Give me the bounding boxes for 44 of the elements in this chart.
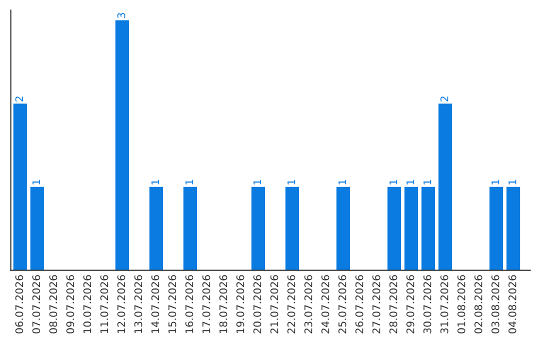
x-tick-label: 07.07.2026 xyxy=(32,275,40,334)
x-tick-label: 25.07.2026 xyxy=(338,275,346,334)
x-tick-label: 29.07.2026 xyxy=(406,275,414,334)
x-tick-label: 18.07.2026 xyxy=(219,275,228,333)
data-label: 1 xyxy=(151,180,160,184)
x-tick-label: 08.07.2026 xyxy=(49,275,58,334)
x-tick-label: 12.07.2026 xyxy=(117,275,126,333)
x-tick-label: 22.07.2026 xyxy=(287,275,296,334)
data-label: 1 xyxy=(424,180,432,184)
x-tick-label: 09.07.2026 xyxy=(66,275,74,334)
data-label: 3 xyxy=(117,13,126,18)
x-tick-label: 11.07.2026 xyxy=(100,275,108,333)
x-tick-label: 04.08.2026 xyxy=(508,275,516,334)
data-label: 1 xyxy=(338,180,346,184)
x-tick-label: 01.08.2026 xyxy=(457,275,466,334)
x-tick-label: 23.07.2026 xyxy=(304,275,312,334)
x-tick-label: 31.07.2026 xyxy=(440,275,448,334)
data-label: 1 xyxy=(406,180,414,184)
x-tick-label: 30.07.2026 xyxy=(423,275,432,334)
x-tick-label: 21.07.2026 xyxy=(270,275,278,334)
x-tick-label: 02.08.2026 xyxy=(474,275,482,334)
x-tick-label: 14.07.2026 xyxy=(151,275,160,333)
data-label: 1 xyxy=(32,180,40,184)
x-tick-label: 10.07.2026 xyxy=(83,275,92,333)
data-label: 1 xyxy=(185,180,194,184)
x-tick-label: 16.07.2026 xyxy=(185,275,194,333)
data-label: 1 xyxy=(253,180,262,184)
x-tick-label: 19.07.2026 xyxy=(236,275,244,333)
data-label: 1 xyxy=(288,180,296,184)
x-tick-label: 13.07.2026 xyxy=(134,275,142,333)
x-tick-label: 06.07.2026 xyxy=(15,275,24,334)
data-label: 1 xyxy=(508,180,516,184)
data-label: 1 xyxy=(492,180,500,184)
x-tick-label: 20.07.2026 xyxy=(253,275,262,334)
x-tick-label: 26.07.2026 xyxy=(355,275,364,334)
x-tick-label: 15.07.2026 xyxy=(168,275,176,333)
x-tick-label: 03.08.2026 xyxy=(491,275,500,334)
data-label: 2 xyxy=(15,96,24,102)
data-label: 2 xyxy=(440,96,448,102)
x-tick-label: 24.07.2026 xyxy=(321,275,330,334)
x-tick-label: 28.07.2026 xyxy=(389,275,398,334)
data-label: 1 xyxy=(390,180,398,184)
x-tick-label: 27.07.2026 xyxy=(372,275,380,334)
x-tick-label: 17.07.2026 xyxy=(202,275,210,333)
